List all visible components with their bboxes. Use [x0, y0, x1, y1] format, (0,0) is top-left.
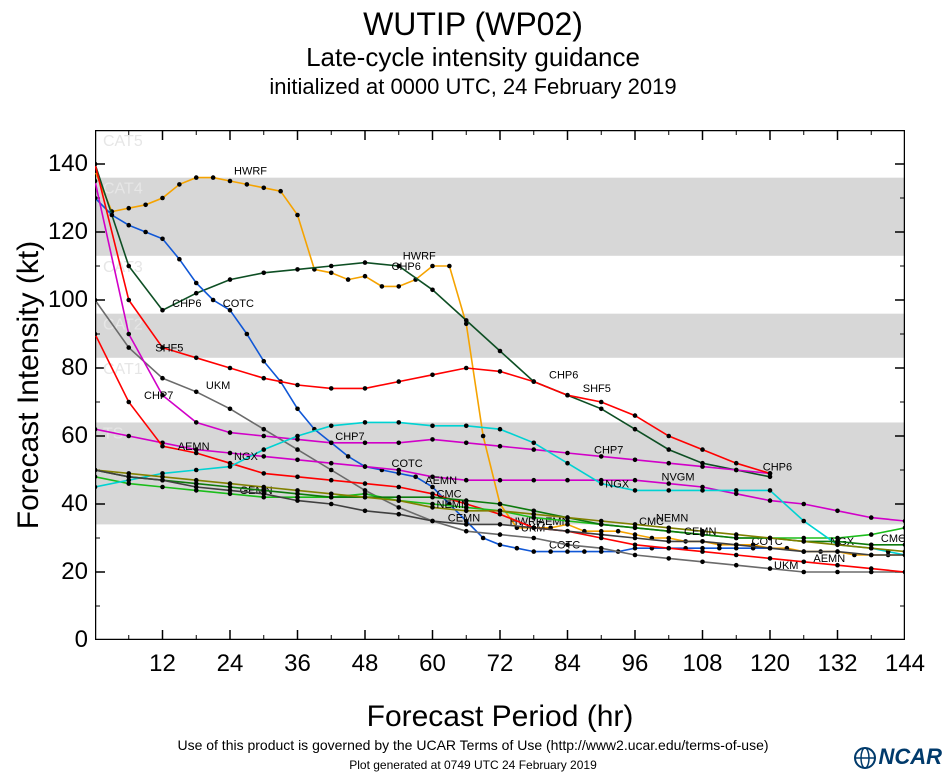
xtick-label: 72	[475, 650, 525, 678]
xtick-label: 24	[205, 650, 255, 678]
xtick-label: 60	[408, 650, 458, 678]
svg-text:SHF5: SHF5	[155, 342, 183, 354]
svg-text:CHP6: CHP6	[172, 298, 201, 310]
svg-text:CAT4: CAT4	[103, 181, 143, 198]
svg-text:CHP7: CHP7	[594, 444, 623, 456]
ncar-logo-icon	[854, 747, 876, 769]
xtick-label: 48	[340, 650, 390, 678]
xtick-label: 84	[543, 650, 593, 678]
title-init: initialized at 0000 UTC, 24 February 201…	[0, 74, 946, 100]
ytick-label: 140	[38, 150, 88, 178]
ytick-label: 20	[38, 558, 88, 586]
title-main: WUTIP (WP02)	[0, 6, 946, 43]
svg-text:AEMN: AEMN	[813, 553, 845, 565]
xtick-label: 12	[138, 650, 188, 678]
svg-text:NGX: NGX	[605, 478, 630, 490]
ytick-label: 100	[38, 286, 88, 314]
footer-generated: Plot generated at 0749 UTC 24 February 2…	[0, 758, 946, 772]
ncar-logo-text: NCAR	[878, 744, 942, 769]
svg-text:CEMN: CEMN	[448, 512, 480, 524]
svg-text:CHP6: CHP6	[392, 261, 421, 273]
svg-text:CMC: CMC	[881, 533, 905, 545]
svg-text:AEMN: AEMN	[425, 475, 457, 487]
svg-text:CHP7: CHP7	[335, 431, 364, 443]
svg-text:CAT5: CAT5	[103, 133, 143, 150]
ytick-label: 60	[38, 422, 88, 450]
xtick-label: 144	[880, 650, 930, 678]
svg-text:CHP6: CHP6	[549, 370, 578, 382]
svg-text:AEMN: AEMN	[178, 441, 210, 453]
svg-text:SHF5: SHF5	[583, 383, 611, 395]
xtick-label: 36	[273, 650, 323, 678]
svg-text:CHP7: CHP7	[144, 390, 173, 402]
svg-text:NEMN: NEMN	[656, 512, 688, 524]
chart-container: WUTIP (WP02) Late-cycle intensity guidan…	[0, 0, 946, 780]
footer-terms: Use of this product is governed by the U…	[0, 737, 946, 753]
svg-text:NVGM: NVGM	[662, 472, 695, 484]
ytick-label: 0	[38, 626, 88, 654]
ytick-label: 80	[38, 354, 88, 382]
svg-text:UKM: UKM	[774, 560, 798, 572]
svg-text:COTC: COTC	[223, 298, 254, 310]
svg-text:NEMN: NEMN	[437, 499, 469, 511]
svg-text:COTC: COTC	[392, 458, 423, 470]
xtick-label: 96	[610, 650, 660, 678]
svg-text:CHP6: CHP6	[763, 461, 792, 473]
title-sub: Late-cycle intensity guidance	[0, 42, 946, 73]
plot-area: TSCAT1CAT2CAT3CAT4CAT5HWRFHWRFHWRFCHP6CH…	[95, 130, 905, 640]
svg-text:UKM: UKM	[206, 380, 230, 392]
svg-text:NGX: NGX	[234, 451, 259, 463]
ncar-logo: NCAR	[854, 744, 942, 770]
ytick-label: 40	[38, 490, 88, 518]
chart-svg: TSCAT1CAT2CAT3CAT4CAT5HWRFHWRFHWRFCHP6CH…	[95, 130, 905, 640]
xtick-label: 120	[745, 650, 795, 678]
xtick-label: 108	[678, 650, 728, 678]
ytick-label: 120	[38, 218, 88, 246]
svg-text:HWRF: HWRF	[234, 166, 267, 178]
x-axis-label: Forecast Period (hr)	[95, 700, 905, 734]
xtick-label: 132	[813, 650, 863, 678]
svg-text:CEMN: CEMN	[684, 526, 716, 538]
